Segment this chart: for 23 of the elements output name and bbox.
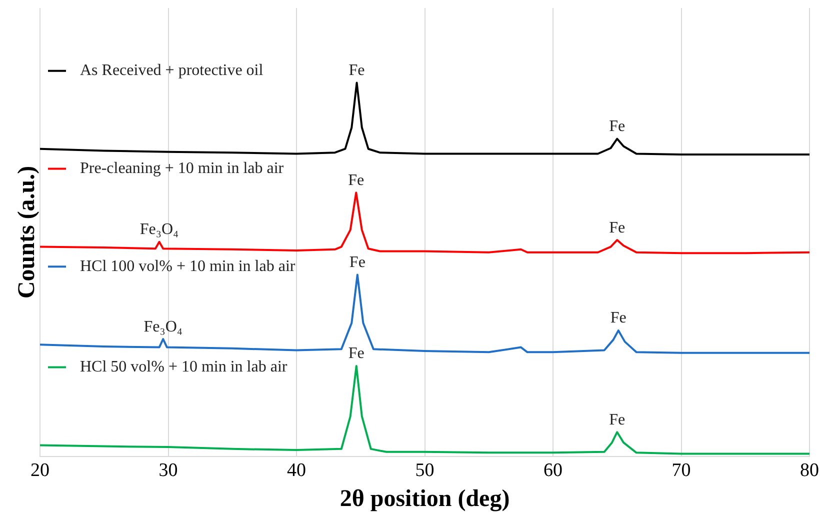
x-tick-label: 70 (672, 460, 691, 481)
annotation: Fe (609, 219, 626, 236)
annotation: Fe (348, 345, 364, 362)
annotation: Fe₃O₄ (140, 221, 180, 238)
legend-label: As Received + protective oil (80, 62, 264, 80)
annotation: Fe (609, 118, 626, 135)
x-tick-label: 20 (30, 460, 50, 481)
y-axis-title: Counts (a.u.) (14, 166, 40, 299)
annotation: Fe (348, 172, 364, 189)
x-tick-label: 50 (415, 460, 434, 481)
annotation: Fe (348, 62, 365, 79)
x-tick-label: 40 (287, 460, 306, 481)
legend-label: Pre-cleaning + 10 min in lab air (80, 160, 284, 177)
x-tick-label: 80 (800, 460, 819, 481)
x-tick-label: 30 (158, 460, 178, 481)
annotation: Fe₃O₄ (144, 318, 183, 336)
annotation: Fe (349, 254, 366, 271)
legend-label: HCl 100 vol% + 10 min in lab air (80, 258, 296, 275)
annotation: Fe (610, 310, 626, 327)
annotation: Fe (609, 411, 626, 428)
x-tick-label: 60 (544, 460, 562, 481)
legend-label: HCl 50 vol% + 10 min in lab air (80, 358, 288, 376)
x-axis-title: 2θ position (deg) (340, 486, 510, 512)
